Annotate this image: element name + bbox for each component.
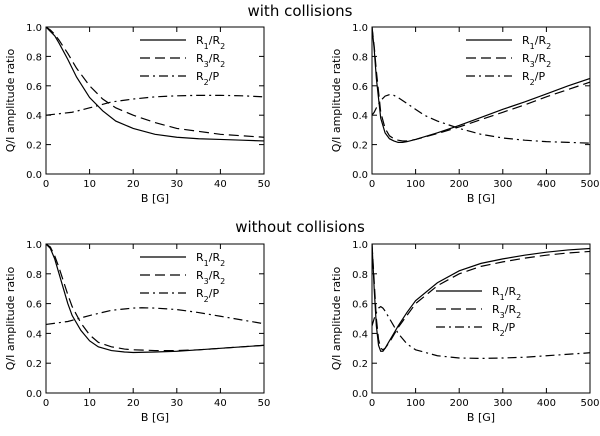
plot-frame — [45, 26, 265, 175]
series-line-r3-r2 — [372, 244, 590, 351]
chart-panels: 0 10 20 30 40 50 0.0 0.2 0.4 0.6 0.8 1.0 B [G] Q/I am… — [4, 23, 600, 424]
series-line-r1-r2 — [46, 244, 264, 354]
x-tick-label: 20 — [127, 179, 140, 190]
section-title-without-collisions: without collisions — [235, 218, 365, 236]
chart-panel-4: 0 100 200 300 400 500 0.0 0.2 0.4 0.6 0.8 1.0 B [G] Q… — [330, 240, 600, 424]
y-tick-label: 0.2 — [26, 141, 42, 152]
y-tick-label: 0.0 — [352, 389, 368, 400]
y-tick-label: 0.8 — [352, 52, 368, 63]
x-tick-label: 30 — [170, 179, 183, 190]
x-tick-label: 20 — [127, 398, 140, 409]
x-tick-label: 100 — [406, 179, 425, 190]
x-tick-label: 100 — [406, 398, 425, 409]
y-tick-label: 0.4 — [352, 329, 368, 340]
x-tick-label: 200 — [450, 398, 469, 409]
series-group — [372, 27, 590, 144]
y-tick-label: 0.0 — [26, 389, 42, 400]
y-tick-label: 0.6 — [352, 300, 368, 311]
legend-label: R3/R2 — [196, 52, 225, 69]
y-tick-label: 1.0 — [26, 240, 42, 251]
y-tick-label: 0.2 — [26, 359, 42, 370]
series-line-r2-p — [46, 307, 264, 326]
series-group — [46, 27, 264, 142]
y-tick-label: 0.0 — [26, 170, 42, 181]
x-axis-label: B [G] — [467, 411, 495, 424]
series-group — [46, 244, 264, 354]
x-axis-label: B [G] — [467, 192, 495, 205]
y-tick-label: 0.6 — [26, 300, 42, 311]
x-tick-label: 300 — [493, 179, 512, 190]
y-axis-label: Q/I amplitude ratio — [4, 266, 17, 370]
x-tick-label: 50 — [258, 179, 271, 190]
y-axis-label: Q/I amplitude ratio — [330, 48, 343, 152]
x-tick-label: 500 — [580, 398, 599, 409]
y-tick-label: 1.0 — [352, 240, 368, 251]
series-group — [372, 244, 590, 360]
legend-label: R1/R2 — [492, 285, 521, 302]
x-tick-label: 400 — [537, 179, 556, 190]
y-tick-label: 0.0 — [352, 170, 368, 181]
y-tick-label: 0.6 — [26, 82, 42, 93]
chart-panel-2: 0 100 200 300 400 500 0.0 0.2 0.4 0.6 0.8 1.0 B [G] Q… — [330, 23, 600, 205]
y-tick-label: 1.0 — [352, 23, 368, 34]
y-tick-label: 0.8 — [352, 270, 368, 281]
x-axis-label: B [G] — [141, 411, 169, 424]
x-tick-label: 10 — [83, 179, 96, 190]
x-tick-label: 400 — [537, 398, 556, 409]
series-line-r1-r2 — [372, 244, 590, 352]
legend-label: R1/R2 — [196, 34, 225, 51]
y-tick-label: 0.4 — [352, 111, 368, 122]
series-line-r1-r2 — [46, 27, 264, 142]
x-tick-label: 40 — [214, 398, 227, 409]
legend-label: R3/R2 — [522, 52, 551, 69]
y-tick-label: 0.4 — [26, 329, 42, 340]
legend-label: R3/R2 — [196, 269, 225, 286]
series-line-r3-r2 — [46, 244, 264, 352]
legend-label: R1/R2 — [522, 34, 551, 51]
x-axis-label: B [G] — [141, 192, 169, 205]
series-line-r3-r2 — [46, 27, 264, 138]
chart-panel-1: 0 10 20 30 40 50 0.0 0.2 0.4 0.6 0.8 1.0 B [G] Q/I am… — [4, 23, 270, 205]
y-tick-label: 1.0 — [26, 23, 42, 34]
y-axis-label: Q/I amplitude ratio — [4, 48, 17, 152]
x-tick-label: 200 — [450, 179, 469, 190]
x-tick-label: 40 — [214, 179, 227, 190]
y-axis-label: Q/I amplitude ratio — [330, 266, 343, 370]
y-tick-label: 0.2 — [352, 141, 368, 152]
legend-label: R2/P — [196, 287, 219, 304]
section-title-with-collisions: with collisions — [248, 2, 353, 20]
x-tick-label: 50 — [258, 398, 271, 409]
legend-label: R2/P — [522, 70, 545, 87]
legend-label: R2/P — [196, 70, 219, 87]
x-tick-label: 30 — [170, 398, 183, 409]
y-tick-label: 0.2 — [352, 359, 368, 370]
series-line-r2-p — [46, 94, 264, 116]
x-tick-label: 500 — [580, 179, 599, 190]
y-tick-label: 0.8 — [26, 52, 42, 63]
x-tick-label: 0 — [43, 398, 49, 409]
x-tick-label: 0 — [43, 179, 49, 190]
legend-label: R3/R2 — [492, 303, 521, 320]
x-tick-label: 0 — [369, 398, 375, 409]
x-tick-label: 300 — [493, 398, 512, 409]
legend-label: R1/R2 — [196, 251, 225, 268]
y-tick-label: 0.4 — [26, 111, 42, 122]
x-tick-label: 0 — [369, 179, 375, 190]
series-line-r2-p — [372, 305, 590, 360]
series-line-r3-r2 — [372, 27, 590, 142]
series-line-r1-r2 — [372, 27, 590, 143]
x-tick-label: 10 — [83, 398, 96, 409]
plot-frame — [45, 243, 265, 394]
plot-frame — [371, 26, 591, 175]
plot-frame — [371, 243, 591, 394]
y-tick-label: 0.6 — [352, 82, 368, 93]
chart-panel-3: 0 10 20 30 40 50 0.0 0.2 0.4 0.6 0.8 1.0 B [G] Q/I am… — [4, 240, 270, 424]
y-tick-label: 0.8 — [26, 270, 42, 281]
legend-label: R2/P — [492, 321, 515, 338]
series-line-r2-p — [372, 94, 590, 144]
